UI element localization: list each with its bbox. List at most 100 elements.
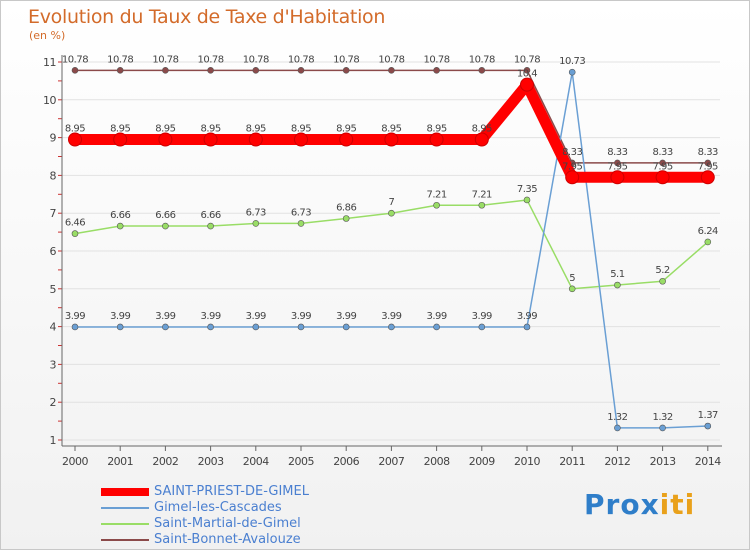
data-label-saint-priest: 7.95 xyxy=(652,161,672,172)
data-point-saint-bonnet xyxy=(207,67,214,74)
x-tick-label: 2009 xyxy=(469,455,495,468)
data-point-saint-bonnet xyxy=(659,159,666,167)
x-tick-label: 2001 xyxy=(107,455,133,468)
data-label-gimel: 3.99 xyxy=(336,311,356,322)
data-point-gimel xyxy=(388,323,395,331)
y-tick-label: 3 xyxy=(50,358,57,371)
data-label-saint-bonnet: 10.78 xyxy=(424,54,450,65)
data-point-saint-martial xyxy=(523,196,531,204)
x-tick-label: 2005 xyxy=(288,455,314,468)
data-point-gimel xyxy=(433,323,440,331)
legend-swatch-saint-martial xyxy=(101,523,149,525)
y-tick-label: 7 xyxy=(50,207,57,220)
data-label-saint-priest: 10.4 xyxy=(517,69,537,80)
chart-title: Evolution du Taux de Taxe d'Habitation xyxy=(28,6,386,28)
data-point-saint-bonnet xyxy=(162,67,169,74)
y-tick-label: 6 xyxy=(50,245,57,258)
data-label-saint-bonnet: 10.78 xyxy=(333,54,359,65)
data-label-gimel: 3.99 xyxy=(110,311,130,322)
data-label-saint-bonnet: 10.78 xyxy=(514,54,540,65)
data-label-saint-priest: 8.95 xyxy=(381,123,401,134)
y-tick-label: 9 xyxy=(50,132,57,145)
x-tick-label: 2014 xyxy=(695,455,721,468)
data-label-saint-martial: 6.86 xyxy=(336,202,356,213)
data-point-saint-priest xyxy=(294,132,308,147)
data-label-gimel: 3.99 xyxy=(155,311,175,322)
legend-label: Saint-Martial-de-Gimel xyxy=(154,516,301,531)
data-point-saint-bonnet xyxy=(433,67,440,74)
data-label-saint-martial: 6.24 xyxy=(698,226,718,237)
data-label-saint-bonnet: 10.78 xyxy=(378,54,404,65)
data-point-saint-priest xyxy=(158,132,173,147)
data-point-saint-martial xyxy=(342,215,350,222)
legend-label: Gimel-les-Cascades xyxy=(154,500,282,515)
data-point-gimel xyxy=(478,323,486,331)
data-point-saint-martial xyxy=(162,222,169,230)
data-label-saint-martial: 7 xyxy=(388,197,394,208)
data-point-saint-priest xyxy=(113,132,128,147)
data-point-gimel xyxy=(297,323,305,331)
data-label-saint-priest: 8.95 xyxy=(336,123,356,134)
proxiti-logo: Proxiti xyxy=(584,488,696,521)
data-point-saint-priest xyxy=(474,132,489,147)
data-point-saint-martial xyxy=(704,238,712,246)
data-point-gimel xyxy=(342,323,350,331)
data-point-saint-priest xyxy=(429,132,444,147)
data-label-saint-bonnet: 10.78 xyxy=(469,54,495,65)
data-point-saint-bonnet xyxy=(342,67,350,74)
data-label-saint-martial: 6.73 xyxy=(246,207,266,218)
y-tick-label: 5 xyxy=(50,283,57,296)
data-point-saint-bonnet xyxy=(478,67,486,74)
legend-swatch-saint-priest xyxy=(101,488,149,496)
chart-subtitle: (en %) xyxy=(29,29,66,42)
data-point-saint-priest xyxy=(610,170,625,185)
data-point-saint-priest xyxy=(339,132,354,147)
data-point-saint-bonnet xyxy=(388,67,395,74)
data-label-gimel: 3.99 xyxy=(291,311,311,322)
data-label-saint-priest: 7.95 xyxy=(607,161,627,172)
data-label-saint-priest: 8.95 xyxy=(291,123,311,134)
data-label-saint-martial: 5.2 xyxy=(655,265,670,276)
y-tick-label: 4 xyxy=(50,321,57,334)
data-label-saint-priest: 8.95 xyxy=(426,123,446,134)
legend-swatch-gimel xyxy=(101,507,149,509)
data-label-gimel: 3.99 xyxy=(472,311,492,322)
y-tick-label: 8 xyxy=(50,169,57,182)
data-point-saint-priest xyxy=(520,77,534,92)
data-point-saint-martial xyxy=(614,281,621,289)
data-point-saint-martial xyxy=(207,222,214,230)
data-point-gimel xyxy=(659,424,666,432)
data-label-saint-martial: 6.66 xyxy=(110,210,130,221)
data-label-saint-martial: 7.35 xyxy=(517,184,537,195)
data-point-saint-bonnet xyxy=(614,159,621,167)
data-point-saint-bonnet xyxy=(116,67,124,74)
data-point-saint-martial xyxy=(297,220,305,227)
data-label-saint-priest: 7.95 xyxy=(698,161,718,172)
data-label-saint-bonnet: 10.78 xyxy=(107,54,133,65)
data-label-saint-martial: 6.66 xyxy=(155,210,175,221)
data-point-gimel xyxy=(207,323,214,331)
legend-label: Saint-Bonnet-Avalouze xyxy=(154,532,301,547)
data-label-saint-bonnet: 8.33 xyxy=(562,147,582,158)
legend-item: Saint-Martial-de-Gimel xyxy=(101,516,309,532)
data-label-saint-bonnet: 8.33 xyxy=(698,147,718,158)
data-point-saint-priest xyxy=(655,170,670,185)
data-label-gimel: 1.32 xyxy=(607,412,627,423)
data-label-saint-martial: 7.21 xyxy=(472,189,492,200)
data-label-saint-bonnet: 8.33 xyxy=(652,147,672,158)
y-tick-label: 10 xyxy=(43,94,56,107)
x-tick-label: 2008 xyxy=(424,455,450,468)
data-point-saint-bonnet xyxy=(252,67,260,74)
data-point-saint-priest xyxy=(384,132,399,147)
data-label-gimel: 3.99 xyxy=(200,311,220,322)
data-label-saint-priest: 8.95 xyxy=(200,123,220,134)
data-point-saint-martial xyxy=(71,230,79,237)
data-label-gimel: 3.99 xyxy=(246,311,266,322)
data-label-saint-bonnet: 10.78 xyxy=(152,54,178,65)
x-tick-label: 2012 xyxy=(604,455,630,468)
data-point-saint-martial xyxy=(478,201,486,209)
y-tick-label: 2 xyxy=(50,396,57,409)
data-point-saint-priest xyxy=(248,132,263,147)
data-label-saint-priest: 7.95 xyxy=(562,161,582,172)
data-point-saint-martial xyxy=(659,277,666,285)
